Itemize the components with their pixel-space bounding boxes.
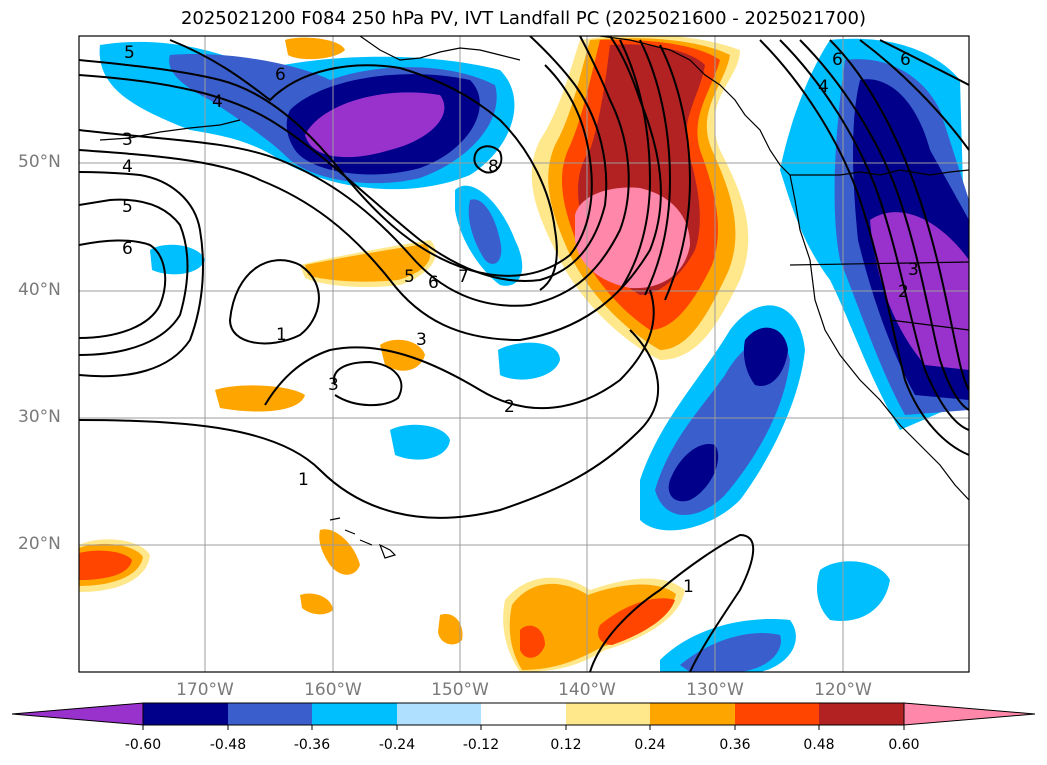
contour-label: 1 <box>276 325 287 345</box>
colorbar-tick-label: -0.48 <box>209 737 247 753</box>
pv-contours <box>79 36 969 672</box>
contour-label: 6 <box>428 273 439 293</box>
colorbar-tick-label: 0.12 <box>550 737 582 753</box>
colorbar-swatch <box>650 703 735 725</box>
contour-label: 8 <box>488 157 499 177</box>
lon-label-130w: 130°W <box>686 680 744 700</box>
contour-label: 5 <box>404 267 415 287</box>
map-frame <box>78 35 970 673</box>
colorbar-tick-label: -0.24 <box>378 737 416 753</box>
contour-label: 6 <box>900 50 911 70</box>
colorbar-extend-high <box>903 702 1036 726</box>
pv-contour-labels: 5 6 4 3 4 5 6 5 6 7 8 3 1 3 2 1 1 6 6 4 … <box>122 43 919 597</box>
lon-label-120w: 120°W <box>814 680 872 700</box>
colorbar-tick-label: 0.36 <box>719 737 751 753</box>
contour-label: 1 <box>683 577 694 597</box>
colorbar-swatch <box>228 703 312 725</box>
contour-label: 5 <box>122 197 133 217</box>
contour-label: 2 <box>504 397 515 417</box>
coastlines <box>99 36 969 559</box>
lon-label-170w: 170°W <box>176 680 234 700</box>
colorbar-extend-low <box>11 702 144 726</box>
colorbar-swatch <box>312 703 397 725</box>
contour-label: 4 <box>122 157 133 177</box>
lon-label-160w: 160°W <box>304 680 362 700</box>
contour-label: 3 <box>908 260 919 280</box>
lat-label-20n: 20°N <box>18 534 61 554</box>
contour-label: 2 <box>898 282 909 302</box>
colorbar-swatch <box>143 703 228 725</box>
contour-label: 3 <box>122 130 133 150</box>
colorbar-tick-label: -0.12 <box>462 737 500 753</box>
lat-label-40n: 40°N <box>18 280 61 300</box>
lat-label-30n: 30°N <box>18 407 61 427</box>
colorbar-tick-label: 0.60 <box>888 737 920 753</box>
colorbar <box>11 702 1036 730</box>
contour-label: 3 <box>328 375 339 395</box>
lon-label-150w: 150°W <box>431 680 489 700</box>
colorbar-swatch <box>819 703 904 725</box>
contour-label: 6 <box>122 239 133 259</box>
contour-label: 4 <box>212 92 223 112</box>
colorbar-tick-label: -0.60 <box>124 737 162 753</box>
map-title: 2025021200 F084 250 hPa PV, IVT Landfall… <box>180 8 867 29</box>
contour-label: 7 <box>458 267 469 287</box>
contour-label: 6 <box>275 65 286 85</box>
contour-label: 5 <box>124 43 135 63</box>
colorbar-tick-label: 0.24 <box>634 737 666 753</box>
contour-label: 6 <box>832 50 843 70</box>
lat-label-50n: 50°N <box>18 152 61 172</box>
contour-label: 1 <box>298 470 309 490</box>
colorbar-swatch <box>397 703 481 725</box>
colorbar-tick-label: 0.48 <box>803 737 835 753</box>
contour-label: 3 <box>416 330 427 350</box>
colorbar-swatch <box>481 703 566 725</box>
colorbar-tick-label: -0.36 <box>293 737 331 753</box>
colorbar-swatch <box>566 703 650 725</box>
colorbar-swatch <box>735 703 819 725</box>
lon-label-140w: 140°W <box>558 680 616 700</box>
contour-label: 4 <box>818 77 829 97</box>
